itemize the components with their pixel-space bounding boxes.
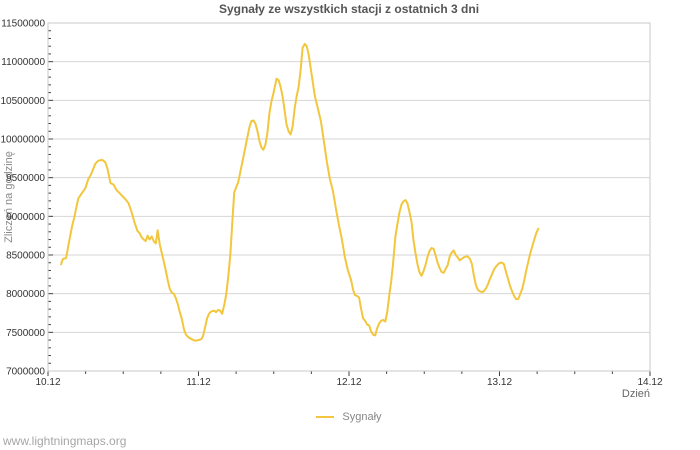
y-tick-label: 8500000 <box>6 251 45 262</box>
y-tick-label: 10500000 <box>1 96 46 107</box>
y-tick-label: 7500000 <box>6 328 45 339</box>
y-tick-label: 8000000 <box>6 289 45 300</box>
axis-labels: 7000000 7500000 8000000 8500000 9000000 95000… <box>1 19 663 389</box>
legend: Sygnały <box>48 411 650 423</box>
x-axis-title: Dzień <box>621 388 650 400</box>
x-tick-label: 10.12 <box>35 377 60 388</box>
legend-label: Sygnały <box>342 411 382 423</box>
legend-line-swatch <box>316 416 335 418</box>
series-lines <box>60 42 540 342</box>
gridlines <box>48 22 650 372</box>
x-tick-label: 14.12 <box>637 377 662 388</box>
plot-frame <box>47 22 651 372</box>
x-tick-label: 12.12 <box>336 377 361 388</box>
series-line-sygnały <box>60 42 540 342</box>
x-tick-label: 13.12 <box>487 377 512 388</box>
chart-title: Sygnały ze wszystkich stacji z ostatnich… <box>218 2 480 16</box>
watermark-text: www.lightningmaps.org <box>3 434 127 448</box>
y-tick-label: 11500000 <box>1 19 45 30</box>
y-tick-label: 10000000 <box>1 135 46 146</box>
y-tick-label: 7000000 <box>6 367 45 378</box>
y-tick-label: 9500000 <box>6 173 45 184</box>
y-tick-label: 11000000 <box>1 57 45 68</box>
y-tick-label: 9000000 <box>6 212 45 223</box>
axes-ticks <box>47 22 651 376</box>
x-tick-label: 11.12 <box>186 377 211 388</box>
